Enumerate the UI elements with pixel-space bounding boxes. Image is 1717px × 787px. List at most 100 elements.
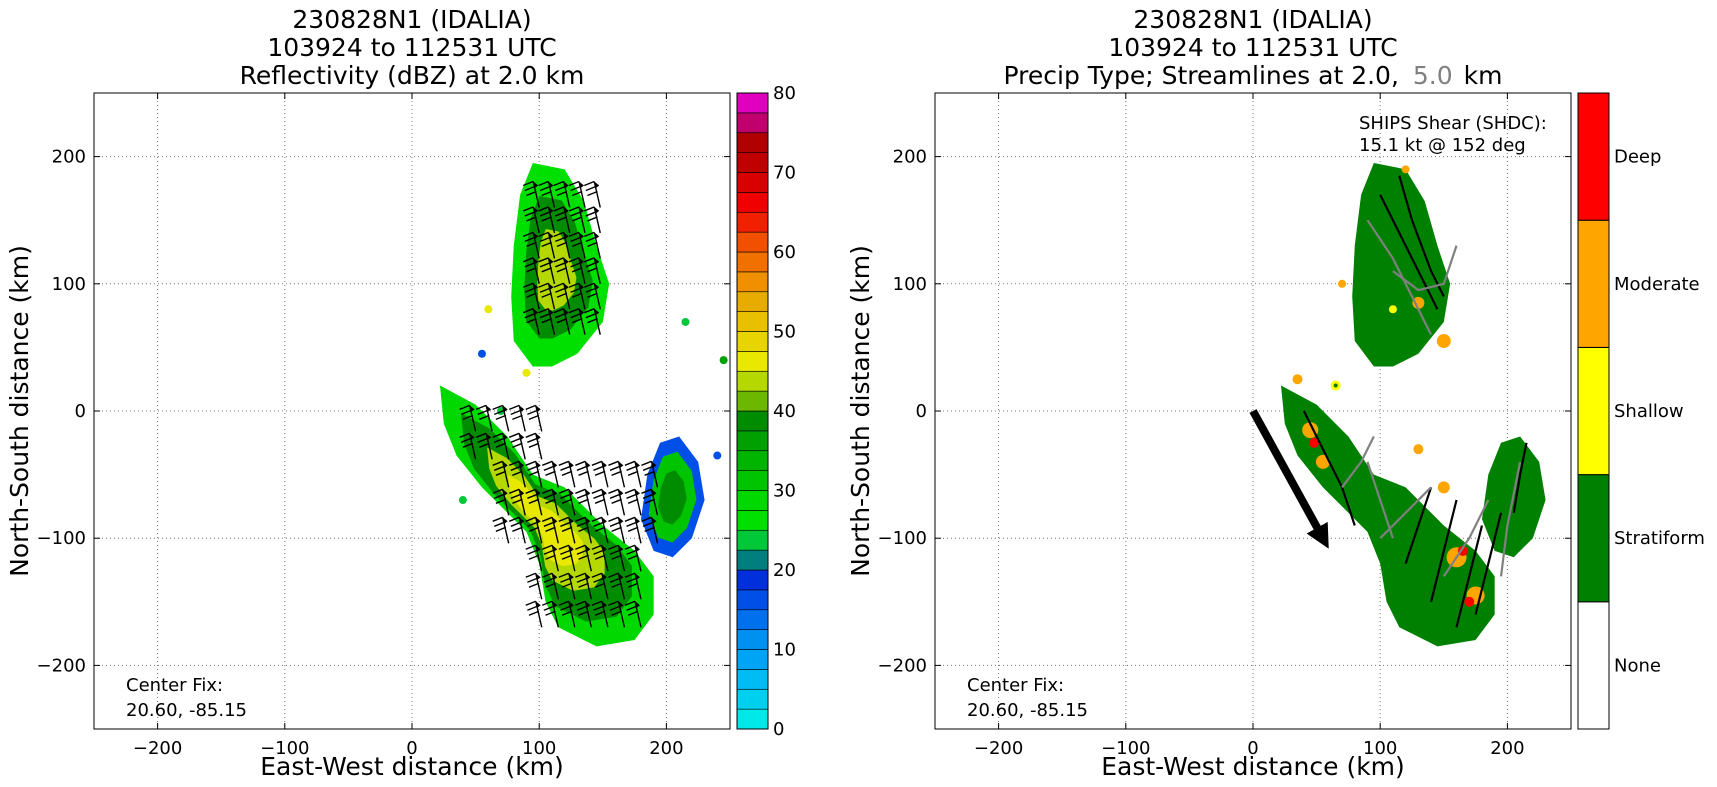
x-tick-label: −200: [133, 738, 182, 759]
streamline: [1512, 442, 1528, 513]
x-tick-label: 0: [1247, 738, 1258, 759]
wind-barb: [538, 308, 556, 335]
streamline: [1499, 461, 1522, 577]
colorbar-segment: [736, 510, 769, 531]
wind-barb: [492, 404, 510, 432]
left-title-line-1: 230828N1 (IDALIA): [292, 5, 531, 34]
left-axis-ticks: −200 −100 0 100 200 −200 −100 0 100 200: [37, 93, 730, 759]
colorbar-tick-label: 40: [773, 401, 796, 422]
wind-barb: [538, 231, 556, 259]
wind-barb: [525, 488, 543, 516]
wind-barb: [525, 432, 543, 460]
colorbar-segment: [736, 370, 769, 392]
category-label: Shallow: [1614, 401, 1684, 422]
right-title-line-2: 103924 to 112531 UTC: [1108, 33, 1397, 62]
reflectivity-speck: [458, 496, 467, 505]
streamline: [1379, 486, 1432, 539]
precip-type-colorbar: None Stratiform Shallow Moderate Deep: [1577, 92, 1705, 730]
colorbar-segment: [736, 649, 769, 670]
left-y-axis-label: North-South distance (km): [5, 245, 34, 577]
wind-barb: [522, 180, 540, 208]
precip-cell: [1338, 279, 1347, 288]
precip-cell: [1436, 334, 1451, 349]
y-tick-label: −100: [37, 528, 86, 549]
colorbar-tick-label: 30: [773, 481, 796, 502]
right-y-axis-label: North-South distance (km): [846, 245, 875, 577]
y-tick-label: −200: [37, 655, 86, 676]
wind-barb: [542, 544, 559, 572]
wind-barb: [641, 488, 659, 516]
colorbar-segment: [736, 291, 769, 312]
wind-barb: [583, 308, 601, 335]
category-swatch-moderate: [1577, 219, 1610, 348]
wind-barb: [608, 600, 626, 628]
colorbar-segment: [736, 112, 769, 134]
colorbar-segment: [736, 132, 769, 153]
wind-barb: [591, 516, 609, 544]
streamline: [1430, 499, 1458, 603]
wind-barb: [624, 544, 642, 572]
category-swatch-shallow: [1577, 346, 1610, 476]
wind-barb: [624, 488, 642, 516]
wind-barb: [553, 180, 571, 208]
wind-barb: [538, 206, 556, 234]
right-title-prefix: Precip Type; Streamlines at 2.0,: [1004, 61, 1399, 90]
reflectivity-area: [658, 470, 687, 525]
precip-cell: [1388, 305, 1397, 314]
colorbar-segment: [736, 529, 769, 551]
precip-cell: [1413, 444, 1424, 455]
streamline: [1341, 435, 1375, 488]
wind-barb: [558, 544, 576, 572]
wind-barb: [508, 460, 526, 488]
streamline: [1366, 461, 1394, 539]
colorbar-tick-label: 60: [773, 242, 796, 263]
wind-barb: [575, 572, 593, 600]
category-label: Stratiform: [1614, 528, 1705, 549]
wind-barb: [568, 180, 586, 208]
colorbar-segment: [736, 351, 769, 372]
y-tick-label: 100: [52, 274, 86, 295]
left-x-axis-label: East-West distance (km): [260, 752, 564, 781]
wind-barb: [583, 282, 601, 310]
streamline: [1404, 486, 1433, 564]
colorbar-segment: [736, 410, 769, 432]
category-label: Deep: [1614, 147, 1661, 168]
colorbar-tick-label: 10: [773, 640, 796, 661]
wind-barb: [591, 600, 609, 628]
precip-type-panel: 230828N1 (IDALIA) 103924 to 112531 UTC P…: [846, 5, 1705, 781]
wind-barb: [583, 206, 601, 234]
wind-barb: [542, 600, 559, 628]
wind-barb: [525, 600, 543, 628]
wind-barb: [624, 600, 642, 628]
precip-cell: [1309, 437, 1320, 448]
colorbar-frame: [736, 92, 769, 730]
x-tick-label: 100: [522, 738, 556, 759]
colorbar-tick-label: 70: [773, 163, 796, 184]
right-center-fix-label: Center Fix:: [967, 675, 1064, 696]
streamline: [1455, 525, 1484, 628]
category-swatch-stratiform: [1577, 474, 1610, 603]
wind-barb: [525, 404, 543, 432]
y-tick-label: 100: [893, 274, 927, 295]
colorbar-segment: [736, 390, 769, 412]
wind-barb: [558, 516, 576, 544]
wind-barb: [475, 432, 493, 460]
colorbar-segment: [736, 470, 769, 491]
x-tick-label: −100: [1101, 738, 1150, 759]
colorbar-segment: [736, 271, 769, 293]
right-axis-ticks: −200 −100 0 100 200 −200 −100 0 100 200: [878, 93, 1571, 759]
colorbar-segment: [736, 450, 769, 471]
wind-barb: [525, 544, 543, 572]
wind-barb: [558, 600, 576, 628]
precip-cell: [1292, 374, 1303, 385]
streamline: [1379, 194, 1439, 310]
wind-barb: [525, 572, 543, 600]
y-tick-label: 0: [916, 401, 927, 422]
wind-barb: [591, 572, 609, 600]
x-tick-label: −100: [260, 738, 309, 759]
y-tick-label: −100: [878, 528, 927, 549]
wind-barb: [553, 206, 571, 234]
wind-barb: [475, 404, 493, 432]
colorbar-segment: [736, 231, 769, 253]
